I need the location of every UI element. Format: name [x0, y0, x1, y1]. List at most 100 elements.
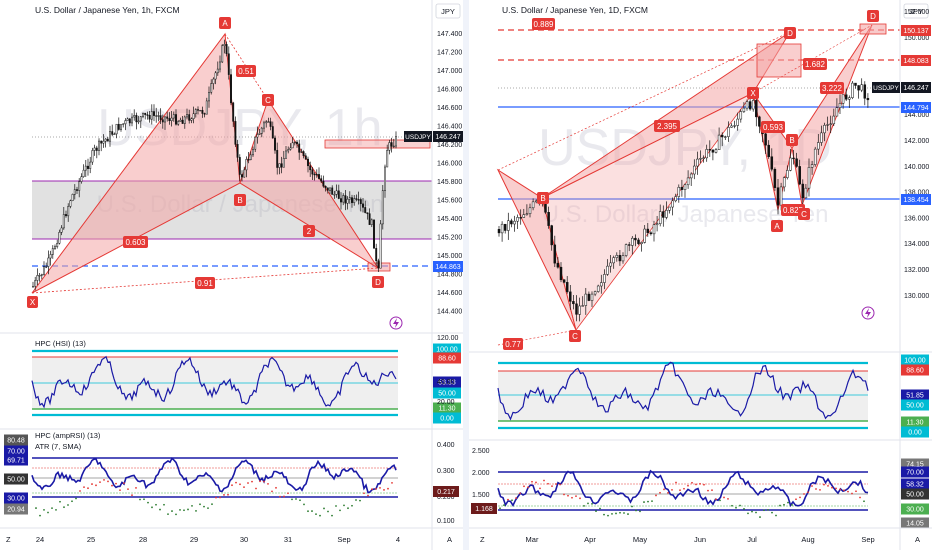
left-z-button[interactable]: Z	[6, 535, 11, 544]
left-ind2-line	[31, 457, 397, 494]
left-price-ticks-label: 147.200	[437, 50, 462, 57]
left-candles-body	[373, 219, 375, 249]
left-candles-body	[34, 280, 37, 287]
right-ind2-dots-dot	[603, 513, 605, 516]
left-candles-body	[144, 112, 147, 115]
left-ind2-dots-dot	[111, 484, 113, 487]
right-ind2-dots-dot	[827, 484, 829, 487]
right-ind2-left-tick: 2.500	[472, 448, 490, 455]
right-small-d-zone	[859, 23, 887, 35]
left-candles-body	[69, 200, 72, 207]
right-tag-146: 146.247	[901, 82, 931, 93]
left-candles-body	[65, 214, 67, 217]
right-candles-body	[727, 127, 730, 137]
right-candles-body	[674, 196, 677, 202]
left-ind2-dots-dot	[343, 504, 345, 507]
right-ind2-dots-dot	[755, 511, 757, 514]
left-candles-body	[395, 136, 397, 147]
right-candles-body	[665, 210, 668, 218]
left-lightning-icon[interactable]	[389, 316, 403, 330]
right-candles-body	[702, 157, 705, 159]
left-atr-tag: 0.217	[433, 486, 459, 497]
left-candles-body	[157, 115, 160, 117]
right-ind2-dots-dot	[571, 496, 573, 499]
left-ind2-dots-dot	[59, 500, 61, 503]
left-ind2-title: HPC (ampRSI) (13)	[35, 431, 101, 440]
right-ind2-dots-dot	[507, 498, 509, 501]
right-ind2-dots-dot	[623, 512, 625, 514]
left-label-c: C	[262, 94, 274, 106]
right-ind2-dots-dot	[643, 501, 645, 503]
right-price-ticks-label: 134.000	[904, 241, 929, 248]
left-ind2-ticks: 0.400 0.300 0.200 0.100	[437, 442, 455, 525]
right-candles-body	[559, 266, 563, 281]
left-ind2-dots-dot	[99, 481, 101, 484]
right-candles-body	[733, 125, 736, 127]
right-candles-body	[637, 239, 640, 244]
right-label-b2: B	[786, 134, 798, 146]
right-candles-body	[860, 84, 863, 91]
left-currency-button[interactable]: JPY	[435, 3, 461, 19]
left-ratio-0603: 0.603	[123, 236, 148, 248]
left-ind2-dots-dot	[215, 496, 217, 499]
left-title: U.S. Dollar / Japanese Yen, 1h, FXCM	[35, 5, 180, 15]
left-candles-body	[214, 72, 217, 80]
right-label-c: C	[569, 330, 581, 342]
right-label-a2: A	[771, 220, 783, 232]
right-candles-body	[689, 173, 693, 179]
right-ind1-band	[498, 371, 868, 421]
right-ind2-line	[497, 469, 869, 508]
left-ind2-dots-dot	[315, 513, 317, 516]
svg-text:X: X	[750, 89, 756, 98]
left-candles-body	[216, 68, 219, 74]
right-candles-body	[606, 265, 609, 275]
left-candles-body	[47, 257, 50, 267]
svg-text:C: C	[801, 210, 807, 219]
right-candles-body	[631, 237, 634, 246]
left-ind1-tags-tag-bg	[433, 387, 461, 399]
right-candles-body	[764, 133, 767, 146]
right-ind2-dots-dot	[739, 504, 741, 507]
right-ind2-dots-dot	[659, 491, 661, 494]
right-candles-body	[851, 82, 854, 98]
right-z-button[interactable]: Z	[480, 535, 485, 544]
svg-text:JPY: JPY	[441, 7, 455, 16]
left-candles-body	[333, 194, 336, 196]
left-ind2-dots-dot	[147, 501, 149, 504]
left-ind2-dots-dot	[367, 494, 369, 497]
right-ind2-dots-dot	[559, 483, 561, 486]
right-currency-button[interactable]: JPY	[903, 3, 929, 19]
left-a-button[interactable]: A	[447, 535, 452, 544]
left-ind1-tags-tag: 53.33	[438, 380, 456, 387]
left-ind2-dots-dot	[355, 499, 357, 501]
right-ind2-dots-dot	[611, 512, 613, 515]
right-ind2-tags-tag: 74.15	[906, 462, 924, 469]
right-ind2-dots-dot	[635, 509, 637, 512]
left-ind2-dots-dot	[191, 505, 193, 507]
left-candles-body	[126, 118, 129, 121]
left-ind2-dots-dot	[311, 510, 313, 512]
right-ind2-dots-dot	[807, 491, 809, 494]
right-price-ticks-label: 130.000	[904, 293, 929, 300]
left-ind2-dots-dot	[159, 508, 161, 511]
panel-divider[interactable]	[463, 0, 469, 550]
right-candles-body	[699, 158, 702, 160]
left-candles-body	[346, 198, 349, 204]
left-candles-body	[241, 174, 243, 178]
right-ind1-tags-tag-bg	[901, 354, 929, 366]
right-lightning-icon[interactable]	[861, 306, 875, 320]
left-candles-body	[375, 248, 378, 262]
left-ind2-dots-dot	[135, 487, 137, 489]
left-ind1-tags-tag-bg	[433, 343, 461, 355]
left-candles-body	[252, 148, 254, 156]
right-ind2-dots-dot	[783, 503, 785, 506]
left-candles-body	[179, 119, 182, 122]
right-a-button[interactable]: A	[915, 535, 920, 544]
right-candles-body	[575, 303, 578, 315]
left-candles-body	[133, 115, 136, 118]
right-ind2-dots-dot	[699, 482, 701, 485]
left-ind2-lefttags-tag: 69.71	[7, 458, 25, 465]
right-candles-body	[826, 124, 829, 126]
left-ind2-dots-dot	[379, 486, 381, 489]
